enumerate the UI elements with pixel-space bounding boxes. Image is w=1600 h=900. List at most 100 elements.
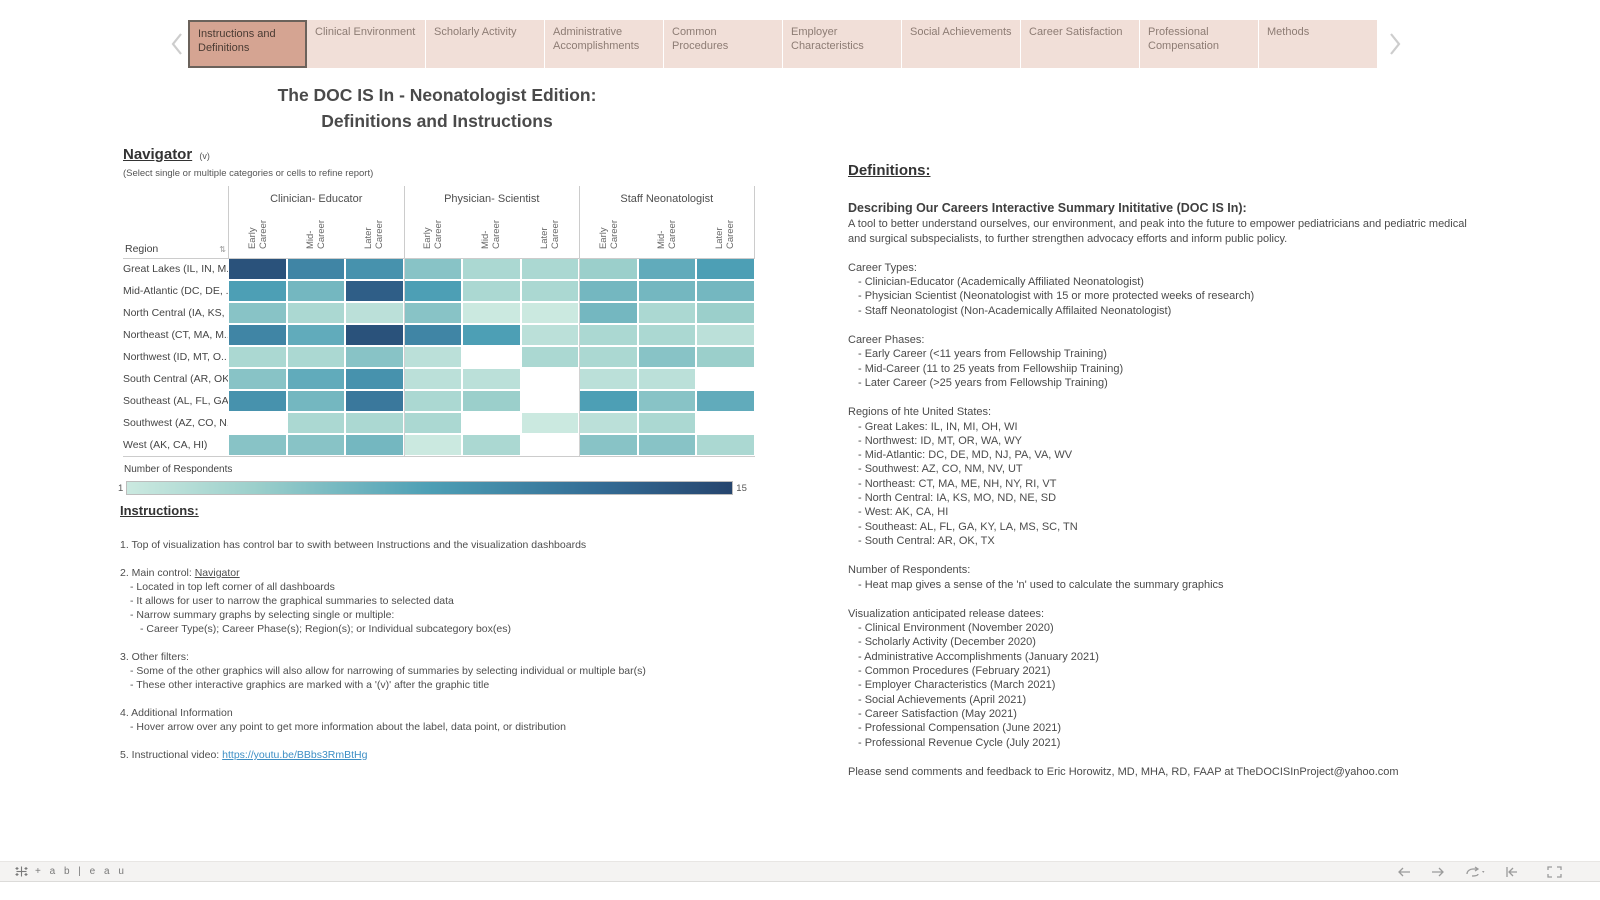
heatmap-cell[interactable]	[403, 258, 462, 280]
heatmap-cell[interactable]	[286, 280, 345, 302]
heatmap-cell[interactable]	[345, 258, 404, 280]
heatmap-cell[interactable]	[228, 368, 287, 390]
heatmap-cell[interactable]	[462, 368, 521, 390]
heatmap-cell[interactable]	[696, 434, 755, 456]
phase-column-header[interactable]: Mid- Career	[287, 212, 346, 258]
heatmap-cell[interactable]	[403, 302, 462, 324]
heatmap-cell[interactable]	[637, 390, 696, 412]
heatmap-cell[interactable]	[696, 412, 755, 434]
heatmap-cell[interactable]	[696, 302, 755, 324]
heatmap-cell[interactable]	[637, 434, 696, 456]
heatmap-cell[interactable]	[462, 434, 521, 456]
heatmap-row-label[interactable]: Mid-Atlantic (DC, DE, ..	[123, 285, 228, 297]
reset-view-icon[interactable]	[1504, 866, 1519, 878]
tabs-scroll-right-chevron-icon[interactable]	[1386, 30, 1404, 58]
heatmap-cell[interactable]	[403, 346, 462, 368]
heatmap-row-label[interactable]: Southeast (AL, FL, GA..	[123, 395, 228, 407]
region-column-header[interactable]: Region	[125, 243, 159, 255]
tab-administrative-accomplishments[interactable]: Administrative Accomplishments	[545, 20, 664, 68]
heatmap-cell[interactable]	[286, 324, 345, 346]
heatmap-cell[interactable]	[228, 324, 287, 346]
tab-common-procedures[interactable]: Common Procedures	[664, 20, 783, 68]
heatmap-cell[interactable]	[637, 368, 696, 390]
heatmap-cell[interactable]	[286, 368, 345, 390]
heatmap-cell[interactable]	[579, 390, 638, 412]
heatmap-cell[interactable]	[345, 368, 404, 390]
heatmap-cell[interactable]	[345, 280, 404, 302]
tabs-scroll-left-chevron-icon[interactable]	[168, 30, 186, 58]
heatmap-cell[interactable]	[286, 258, 345, 280]
heatmap-cell[interactable]	[345, 390, 404, 412]
phase-column-header[interactable]: Early Career	[228, 212, 287, 258]
phase-column-header[interactable]: Later Career	[521, 212, 580, 258]
heatmap-cell[interactable]	[520, 280, 579, 302]
heatmap-cell[interactable]	[403, 368, 462, 390]
heatmap-cell[interactable]	[345, 434, 404, 456]
heatmap-cell[interactable]	[520, 346, 579, 368]
column-group-header[interactable]: Physician- Scientist	[403, 186, 580, 212]
phase-column-header[interactable]: Later Career	[345, 212, 404, 258]
tab-career-satisfaction[interactable]: Career Satisfaction	[1021, 20, 1140, 68]
heatmap-cell[interactable]	[520, 324, 579, 346]
heatmap-cell[interactable]	[637, 302, 696, 324]
heatmap-cell[interactable]	[462, 346, 521, 368]
tableau-logo[interactable]: + a b | e a u	[14, 864, 127, 879]
tab-scholarly-activity[interactable]: Scholarly Activity	[426, 20, 545, 68]
heatmap-row-label[interactable]: Northwest (ID, MT, O..	[123, 351, 227, 363]
heatmap-cell[interactable]	[579, 280, 638, 302]
phase-column-header[interactable]: Mid- Career	[638, 212, 697, 258]
heatmap-cell[interactable]	[228, 302, 287, 324]
heatmap-cell[interactable]	[403, 434, 462, 456]
phase-column-header[interactable]: Early Career	[579, 212, 638, 258]
heatmap-cell[interactable]	[637, 280, 696, 302]
heatmap-cell[interactable]	[403, 280, 462, 302]
heatmap-cell[interactable]	[228, 346, 287, 368]
replay-icon[interactable]	[1464, 865, 1486, 878]
heatmap-cell[interactable]	[345, 324, 404, 346]
heatmap-cell[interactable]	[637, 412, 696, 434]
heatmap-cell[interactable]	[345, 346, 404, 368]
tab-employer-characteristics[interactable]: Employer Characteristics	[783, 20, 902, 68]
tab-professional-compensation[interactable]: Professional Compensation	[1140, 20, 1259, 68]
tab-instructions-and-definitions[interactable]: Instructions and Definitions	[188, 20, 307, 68]
fullscreen-icon[interactable]	[1547, 865, 1562, 878]
heatmap-row-label[interactable]: Northeast (CT, MA, M..	[123, 329, 228, 341]
instructional-video-link[interactable]: https://youtu.be/BBbs3RmBtHg	[222, 749, 368, 761]
heatmap-cell[interactable]	[520, 368, 579, 390]
heatmap-cell[interactable]	[696, 258, 755, 280]
heatmap-cell[interactable]	[579, 324, 638, 346]
heatmap-cell[interactable]	[345, 412, 404, 434]
heatmap-cell[interactable]	[579, 434, 638, 456]
heatmap-cell[interactable]	[696, 346, 755, 368]
heatmap-cell[interactable]	[403, 324, 462, 346]
heatmap-cell[interactable]	[579, 368, 638, 390]
heatmap-cell[interactable]	[286, 390, 345, 412]
heatmap-cell[interactable]	[637, 346, 696, 368]
heatmap-cell[interactable]	[696, 280, 755, 302]
heatmap-row-label[interactable]: Southwest (AZ, CO, N..	[123, 417, 228, 429]
heatmap-cell[interactable]	[462, 258, 521, 280]
heatmap-cell[interactable]	[462, 280, 521, 302]
heatmap-cell[interactable]	[579, 346, 638, 368]
heatmap-row-label[interactable]: West (AK, CA, HI)	[123, 439, 208, 451]
phase-column-header[interactable]: Later Career	[696, 212, 755, 258]
sort-icon[interactable]: ⇅	[219, 244, 226, 254]
heatmap-cell[interactable]	[286, 412, 345, 434]
heatmap-cell[interactable]	[228, 434, 287, 456]
heatmap-cell[interactable]	[286, 346, 345, 368]
phase-column-header[interactable]: Mid- Career	[462, 212, 521, 258]
heatmap-cell[interactable]	[403, 390, 462, 412]
heatmap-cell[interactable]	[462, 302, 521, 324]
heatmap-cell[interactable]	[520, 258, 579, 280]
heatmap-cell[interactable]	[462, 390, 521, 412]
heatmap-cell[interactable]	[462, 412, 521, 434]
heatmap-cell[interactable]	[637, 258, 696, 280]
heatmap-cell[interactable]	[520, 434, 579, 456]
heatmap-cell[interactable]	[345, 302, 404, 324]
tab-social-achievements[interactable]: Social Achievements	[902, 20, 1021, 68]
column-group-header[interactable]: Clinician- Educator	[228, 186, 404, 212]
heatmap-cell[interactable]	[403, 412, 462, 434]
heatmap-cell[interactable]	[579, 258, 638, 280]
heatmap-cell[interactable]	[228, 390, 287, 412]
heatmap-cell[interactable]	[228, 258, 287, 280]
